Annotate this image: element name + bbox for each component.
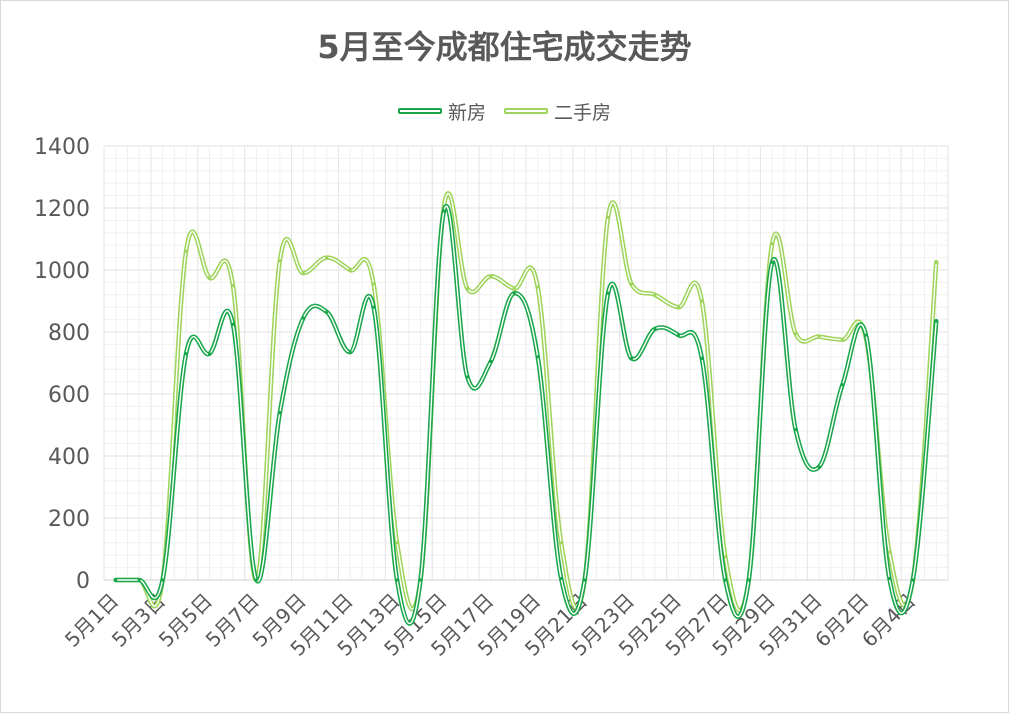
data-point-second-hand <box>700 299 704 303</box>
data-point-new-homes <box>840 383 845 387</box>
data-point-second-hand <box>372 282 376 286</box>
y-tick-label: 400 <box>48 445 90 470</box>
data-point-new-homes <box>606 291 610 295</box>
data-point-new-homes <box>512 291 516 295</box>
data-point-new-homes <box>700 356 704 360</box>
data-point-second-hand <box>934 260 938 264</box>
data-point-second-hand <box>395 541 399 545</box>
data-point-new-homes <box>418 578 423 582</box>
y-tick-label: 200 <box>48 507 90 532</box>
legend-item-new-homes[interactable]: 新房 <box>397 98 486 125</box>
data-point-second-hand <box>770 242 774 246</box>
data-point-new-homes <box>301 316 305 320</box>
data-point-second-hand <box>817 335 821 339</box>
data-point-new-homes <box>137 578 141 582</box>
data-point-second-hand <box>348 268 352 272</box>
data-point-second-hand <box>325 256 329 260</box>
data-point-second-hand <box>489 274 493 278</box>
data-point-second-hand <box>840 338 845 342</box>
data-point-new-homes <box>184 352 188 356</box>
data-point-new-homes <box>114 578 118 582</box>
data-point-second-hand <box>606 215 610 219</box>
data-point-new-homes <box>629 356 634 360</box>
data-point-new-homes <box>489 359 493 364</box>
data-point-new-homes <box>723 578 727 582</box>
legend-label-new-homes: 新房 <box>447 101 486 124</box>
data-point-new-homes <box>559 576 563 581</box>
y-tick-label: 1200 <box>34 197 90 222</box>
data-point-new-homes <box>911 578 915 582</box>
y-tick-label: 0 <box>76 569 90 594</box>
data-point-new-homes <box>864 333 868 337</box>
legend-item-second-hand[interactable]: 二手房 <box>504 98 611 125</box>
data-point-new-homes <box>887 576 891 581</box>
data-point-second-hand <box>676 305 680 309</box>
data-point-second-hand <box>794 331 798 336</box>
data-point-new-homes <box>348 350 352 354</box>
y-tick-label: 1000 <box>34 259 90 284</box>
data-point-new-homes <box>231 322 235 326</box>
data-point-new-homes <box>934 319 938 323</box>
data-point-second-hand <box>465 287 469 291</box>
data-point-new-homes <box>372 305 376 309</box>
data-point-new-homes <box>278 411 282 415</box>
data-point-new-homes <box>817 465 821 469</box>
data-point-new-homes <box>442 209 446 213</box>
data-point-new-homes <box>207 352 212 356</box>
data-point-new-homes <box>583 578 587 582</box>
data-point-new-homes <box>747 578 751 582</box>
data-point-second-hand <box>653 293 657 297</box>
chart-legend: 新房 二手房 <box>0 97 1009 125</box>
data-point-new-homes <box>794 428 798 432</box>
data-point-second-hand <box>301 271 305 275</box>
data-point-second-hand <box>559 541 563 545</box>
data-point-new-homes <box>465 375 469 379</box>
y-tick-label: 1400 <box>34 135 90 160</box>
data-point-second-hand <box>207 276 212 280</box>
data-point-second-hand <box>887 550 891 554</box>
data-point-second-hand <box>723 555 727 559</box>
legend-swatch-new-homes <box>397 108 442 114</box>
data-point-new-homes <box>254 578 258 582</box>
data-point-second-hand <box>184 249 188 253</box>
data-point-new-homes <box>536 355 540 359</box>
data-point-new-homes <box>676 333 680 337</box>
data-point-second-hand <box>629 282 634 286</box>
legend-label-second-hand: 二手房 <box>554 101 612 124</box>
data-point-new-homes <box>653 327 657 331</box>
chart-title: 5月至今成都住宅成交走势 <box>317 28 692 66</box>
y-tick-label: 600 <box>48 383 90 408</box>
legend-swatch-second-hand <box>504 108 549 114</box>
y-tick-label: 800 <box>48 321 90 346</box>
data-point-new-homes <box>770 260 774 264</box>
data-point-second-hand <box>536 285 540 289</box>
data-point-second-hand <box>278 259 282 263</box>
data-point-second-hand <box>231 283 235 288</box>
data-point-new-homes <box>161 578 165 582</box>
data-point-new-homes <box>395 578 399 582</box>
data-point-new-homes <box>325 310 329 314</box>
data-point-second-hand <box>512 287 516 291</box>
